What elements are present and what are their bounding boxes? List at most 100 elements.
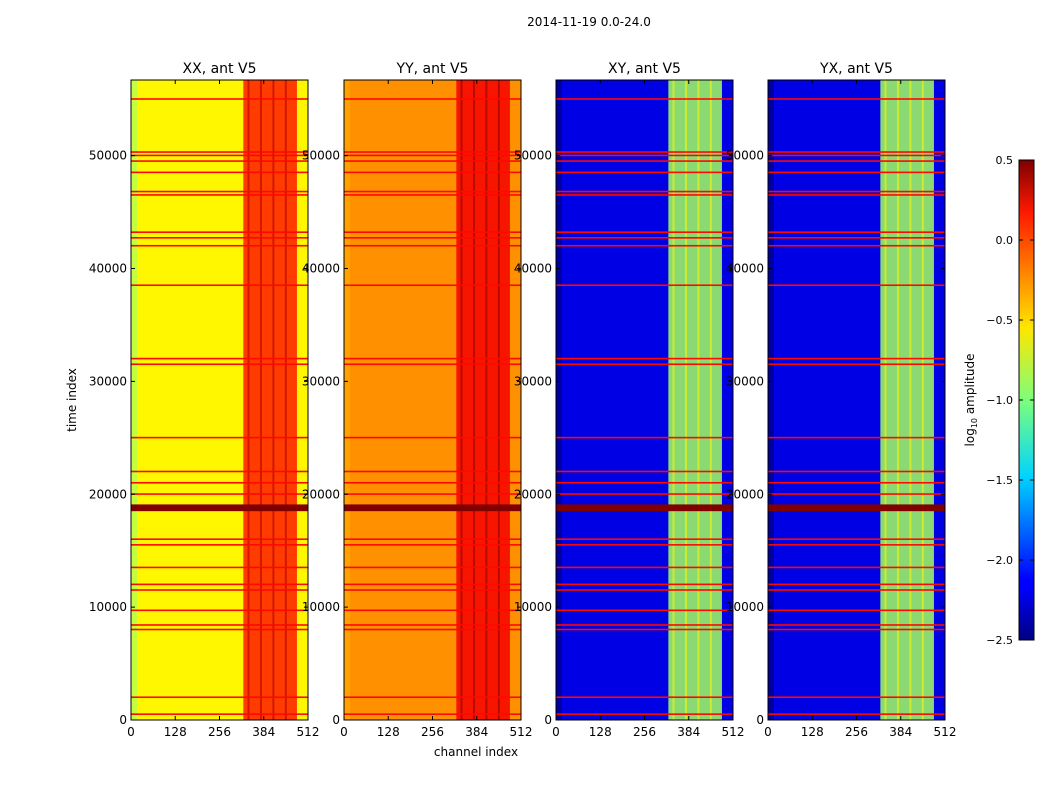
y-tick-label: 10000 (726, 600, 764, 614)
flagged-row (556, 481, 733, 484)
x-tick-label: 128 (801, 725, 824, 739)
flagged-row (131, 190, 308, 193)
flagged-row (556, 98, 733, 100)
heatmap-edge-channels (344, 80, 350, 720)
x-tick-label: 384 (889, 725, 912, 739)
colorbar-tick-label: −2.0 (986, 554, 1013, 567)
flagged-row (131, 696, 308, 699)
flagged-row (344, 154, 521, 157)
y-tick-label: 0 (332, 713, 340, 727)
flagged-row (131, 493, 308, 495)
colorbar: log10 amplitude 0.5 0.0 −0.5 −1.0 −1.5 −2.0 −2… (963, 154, 1035, 647)
flagged-row (556, 237, 733, 239)
y-tick-label: 20000 (302, 487, 340, 501)
x-tick-label: 256 (633, 725, 656, 739)
flagged-row (556, 583, 733, 586)
flagged-row (768, 481, 945, 484)
flagged-row (131, 628, 308, 631)
heatmap-bright-band (880, 80, 934, 720)
heatmap-channel-stripe (485, 80, 488, 720)
flagged-row (556, 696, 733, 699)
flagged-row (344, 284, 521, 287)
x-tick-label: 256 (421, 725, 444, 739)
y-tick-label: 50000 (302, 149, 340, 163)
panel-title: YX, ant V5 (819, 61, 893, 77)
heatmap-channel-stripe (247, 80, 250, 720)
flagged-row (768, 493, 945, 495)
flagged-row (344, 151, 521, 153)
flagged-row (344, 363, 521, 366)
heatmap-channel-stripe (684, 80, 687, 720)
flagged-row (768, 566, 945, 569)
x-axis-label: channel index (434, 745, 518, 759)
colorbar-label: log10 amplitude (963, 354, 979, 447)
x-tick-label: 0 (552, 725, 560, 739)
saturated-row (131, 504, 308, 512)
x-tick-label: 0 (127, 725, 135, 739)
flagged-row (344, 470, 521, 473)
y-tick-label: 40000 (514, 262, 552, 276)
flagged-row (131, 171, 308, 174)
colorbar-tick-label: −1.5 (986, 474, 1013, 487)
flagged-row (344, 713, 521, 715)
heatmap-channel-stripe (259, 80, 262, 720)
x-tick-label: 0 (764, 725, 772, 739)
flagged-row (131, 589, 308, 591)
y-tick-label: 20000 (514, 487, 552, 501)
y-tick-label: 50000 (89, 149, 127, 163)
y-tick-label: 10000 (89, 600, 127, 614)
flagged-row (768, 237, 945, 239)
x-tick-label: 128 (377, 725, 400, 739)
heatmap-channel-stripe (497, 80, 500, 720)
flagged-row (556, 566, 733, 569)
flagged-row (344, 98, 521, 100)
x-tick-label: 384 (465, 725, 488, 739)
heatmap-panel: YX, ant V5 0 128 256 384 512 0 10000 20000 30000 4… (726, 61, 957, 739)
flagged-row (131, 436, 308, 439)
heatmap-channel-stripe (472, 80, 475, 720)
flagged-row (131, 624, 308, 626)
flagged-row (768, 544, 945, 546)
flagged-row (344, 171, 521, 174)
heatmap-channel-stripe (884, 80, 887, 720)
x-tick-label: 384 (252, 725, 275, 739)
chart-title: 2014-11-19 0.0-24.0 (527, 15, 651, 29)
colorbar-tick-label: 0.0 (996, 234, 1014, 247)
x-tick-label: 512 (722, 725, 745, 739)
y-tick-label: 40000 (726, 262, 764, 276)
y-tick-label: 30000 (302, 374, 340, 388)
y-tick-label: 30000 (89, 374, 127, 388)
flagged-row (768, 357, 945, 360)
flagged-row (131, 609, 308, 612)
flagged-row (131, 237, 308, 239)
y-tick-label: 40000 (302, 262, 340, 276)
x-tick-label: 384 (677, 725, 700, 739)
heatmap-edge-channels (131, 80, 137, 720)
flagged-row (556, 284, 733, 287)
saturated-row (556, 504, 733, 512)
flagged-row (768, 98, 945, 100)
flagged-row (131, 713, 308, 715)
flagged-row (344, 357, 521, 360)
flagged-row (556, 244, 733, 247)
y-tick-label: 20000 (89, 487, 127, 501)
flagged-row (556, 493, 733, 495)
flagged-row (556, 538, 733, 541)
flagged-row (344, 194, 521, 196)
flagged-row (768, 194, 945, 196)
flagged-row (131, 244, 308, 247)
flagged-row (344, 538, 521, 541)
y-tick-label: 10000 (302, 600, 340, 614)
panel-title: YY, ant V5 (396, 61, 469, 77)
flagged-row (131, 151, 308, 153)
flagged-row (344, 481, 521, 484)
flagged-row (556, 190, 733, 193)
x-tick-label: 512 (297, 725, 320, 739)
flagged-row (344, 493, 521, 495)
flagged-row (768, 609, 945, 612)
x-tick-label: 0 (340, 725, 348, 739)
flagged-row (131, 284, 308, 287)
y-tick-label: 50000 (514, 149, 552, 163)
flagged-row (768, 589, 945, 591)
y-tick-label: 50000 (726, 149, 764, 163)
